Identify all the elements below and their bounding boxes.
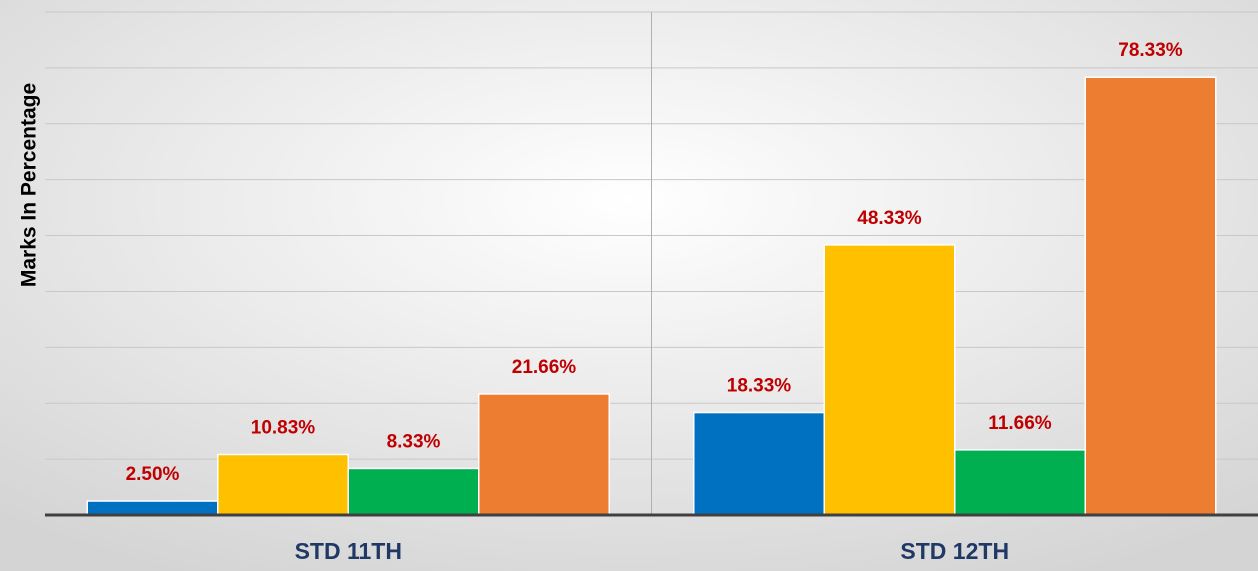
value-label: 18.33%: [727, 376, 792, 397]
bar: [478, 393, 610, 516]
bar: [954, 449, 1086, 516]
bar: [86, 500, 219, 516]
value-label: 48.33%: [857, 208, 922, 229]
y-axis-label: Marks In Percentage: [18, 83, 41, 287]
x-tick-label: STD 12TH: [900, 538, 1009, 564]
value-label: 78.33%: [1118, 40, 1183, 61]
value-label: 10.83%: [251, 417, 316, 438]
x-tick-label: STD 11TH: [295, 538, 402, 564]
bar: [1084, 76, 1217, 516]
value-label: 11.66%: [988, 413, 1051, 434]
bar: [217, 453, 349, 516]
value-label: 8.33%: [387, 431, 441, 452]
bar: [823, 244, 956, 516]
value-label: 21.66%: [512, 357, 577, 378]
value-label: 2.50%: [126, 464, 180, 485]
bar: [693, 411, 825, 516]
bar: [347, 467, 480, 516]
